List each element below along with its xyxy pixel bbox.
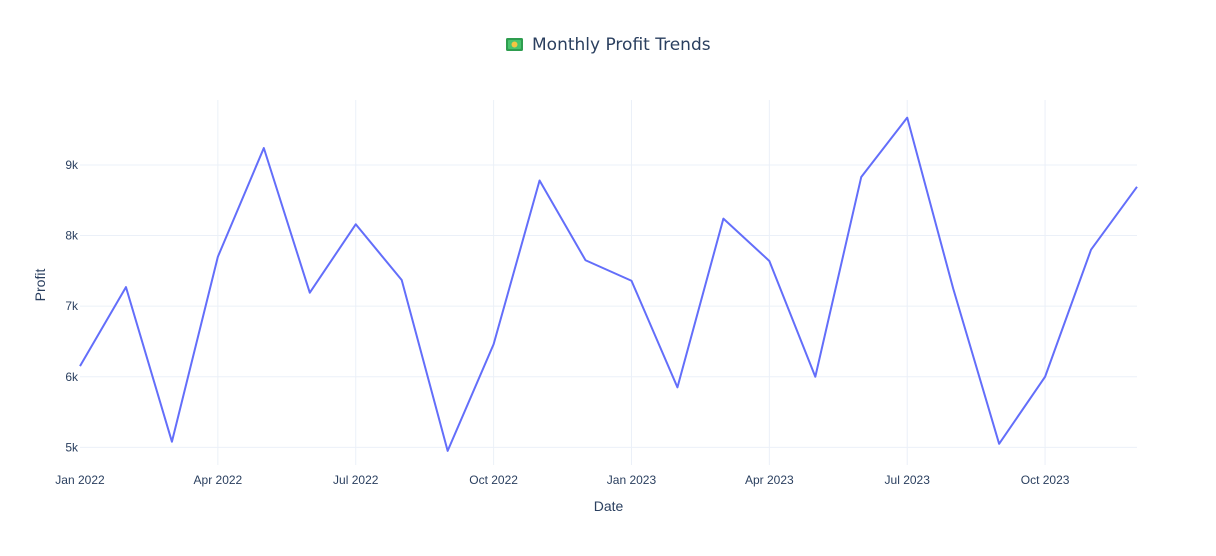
y-axis-title: Profit: [32, 269, 48, 302]
data-point: [904, 115, 910, 121]
data-point: [674, 384, 680, 390]
x-axis-ticks: Jan 2022 Apr 2022 Jul 2022 Oct 2022 Jan 2023…: [55, 473, 1069, 487]
data-point: [812, 374, 818, 380]
data-point: [1042, 374, 1048, 380]
data-point: [1134, 184, 1140, 190]
data-point: [123, 284, 129, 290]
data-point: [583, 257, 589, 263]
x-tick-label: Jul 2023: [885, 473, 931, 487]
data-point: [950, 286, 956, 292]
y-tick-label: 8k: [65, 229, 79, 243]
data-point: [766, 258, 772, 264]
x-tick-label: Jan 2022: [55, 473, 105, 487]
profit-line: [79, 116, 1138, 452]
x-tick-label: Jul 2022: [333, 473, 379, 487]
y-axis-ticks: 5k 6k 7k 8k 9k: [65, 158, 79, 454]
data-point: [399, 277, 405, 283]
data-point: [169, 439, 175, 445]
data-point: [628, 278, 634, 284]
x-tick-label: Oct 2023: [1021, 473, 1070, 487]
y-tick-label: 5k: [65, 440, 79, 454]
data-point: [720, 216, 726, 222]
data-point: [215, 254, 221, 260]
x-tick-label: Apr 2022: [194, 473, 243, 487]
data-point: [996, 441, 1002, 447]
data-point: [445, 448, 451, 454]
gridlines: [80, 100, 1137, 465]
y-tick-label: 6k: [65, 370, 79, 384]
data-point: [537, 177, 543, 183]
data-point: [261, 145, 267, 151]
money-banknote-icon: [506, 38, 523, 51]
data-point: [858, 174, 864, 180]
x-tick-label: Apr 2023: [745, 473, 794, 487]
chart-title-group: Monthly Profit Trends: [506, 35, 711, 55]
x-tick-label: Oct 2022: [469, 473, 518, 487]
data-point: [1088, 247, 1094, 253]
x-tick-label: Jan 2023: [607, 473, 657, 487]
x-axis-title: Date: [594, 498, 624, 514]
data-point: [77, 363, 83, 369]
y-tick-label: 9k: [65, 158, 79, 172]
y-tick-label: 7k: [65, 299, 79, 313]
data-point: [491, 341, 497, 347]
data-point: [307, 290, 313, 296]
data-point: [353, 221, 359, 227]
chart-title: Monthly Profit Trends: [532, 35, 711, 55]
series-layer: [77, 115, 1140, 454]
